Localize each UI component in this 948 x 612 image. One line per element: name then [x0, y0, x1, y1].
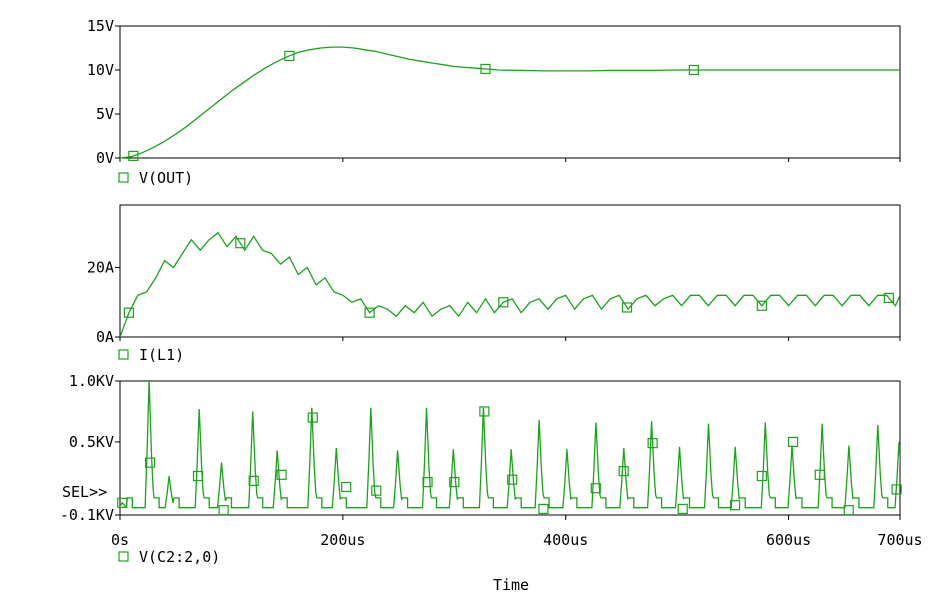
data-marker [647, 438, 658, 449]
x-tick-label: 0s [111, 531, 129, 549]
data-marker [117, 497, 128, 508]
data-marker [364, 307, 375, 318]
data-marker [248, 475, 259, 486]
data-marker [843, 505, 854, 516]
data-marker [688, 64, 699, 76]
data-marker [618, 466, 629, 477]
y-tick-label: 20A [87, 259, 114, 277]
data-marker [128, 150, 139, 161]
y-tick-label: -0.1KV [60, 506, 114, 524]
data-marker [729, 500, 741, 511]
data-marker [538, 503, 549, 515]
x-tick-label: 700us [877, 531, 922, 549]
data-marker [218, 505, 229, 516]
data-marker [590, 483, 601, 494]
data-marker [498, 297, 509, 308]
data-marker [276, 469, 287, 480]
data-marker [756, 300, 767, 311]
data-marker [144, 457, 156, 468]
y-tick-label: 0A [96, 328, 114, 346]
data-marker [891, 484, 902, 495]
data-marker [123, 307, 135, 318]
plot-frame [119, 380, 901, 516]
x-tick-label: 400us [543, 531, 588, 549]
series-line [120, 46, 900, 159]
data-marker [371, 485, 382, 496]
legend-label: I(L1) [139, 346, 184, 364]
legend-label: V(C2:2,0) [139, 548, 220, 566]
y-tick-label: 1.0KV [69, 372, 114, 390]
data-marker [507, 474, 518, 485]
x-axis-label: Time [493, 576, 529, 594]
data-marker [284, 50, 295, 62]
data-marker [677, 503, 688, 515]
data-marker [341, 481, 352, 493]
y-tick-label: 10V [87, 61, 114, 79]
plot-frame [119, 204, 901, 338]
data-marker [192, 470, 204, 482]
legend-swatch [118, 551, 129, 562]
data-marker [479, 406, 490, 417]
data-marker [883, 292, 894, 304]
plot-frame [119, 25, 901, 159]
y-tick-label: 5V [96, 105, 114, 123]
data-marker [235, 238, 246, 249]
series-line [120, 380, 900, 509]
series-line [120, 231, 900, 338]
legend-label: V(OUT) [139, 169, 193, 187]
data-marker [621, 302, 633, 313]
data-marker [814, 469, 825, 480]
x-tick-label: 200us [320, 531, 365, 549]
legend-swatch [118, 172, 129, 183]
data-marker [480, 63, 491, 75]
plot-panel-1: 0V 5V 10V 15V V(OUT) [87, 17, 901, 187]
plot-panel-3: -0.1KV 0.5KV 1.0KV 0s 200us 400us 600us 700us V(… [60, 372, 923, 566]
plot-panel-2: 0A 20A I(L1) [87, 204, 901, 364]
legend-swatch [118, 349, 129, 360]
x-tick-label: 600us [766, 531, 811, 549]
data-marker [422, 477, 433, 488]
data-marker [307, 412, 318, 423]
data-marker [756, 470, 767, 482]
y-tick-label: 15V [87, 17, 114, 35]
y-tick-label: 0.5KV [69, 433, 114, 451]
data-marker [787, 436, 799, 448]
data-marker [449, 477, 460, 488]
selected-plot-marker: SEL>> [62, 483, 107, 501]
y-tick-label: 0V [96, 149, 114, 167]
